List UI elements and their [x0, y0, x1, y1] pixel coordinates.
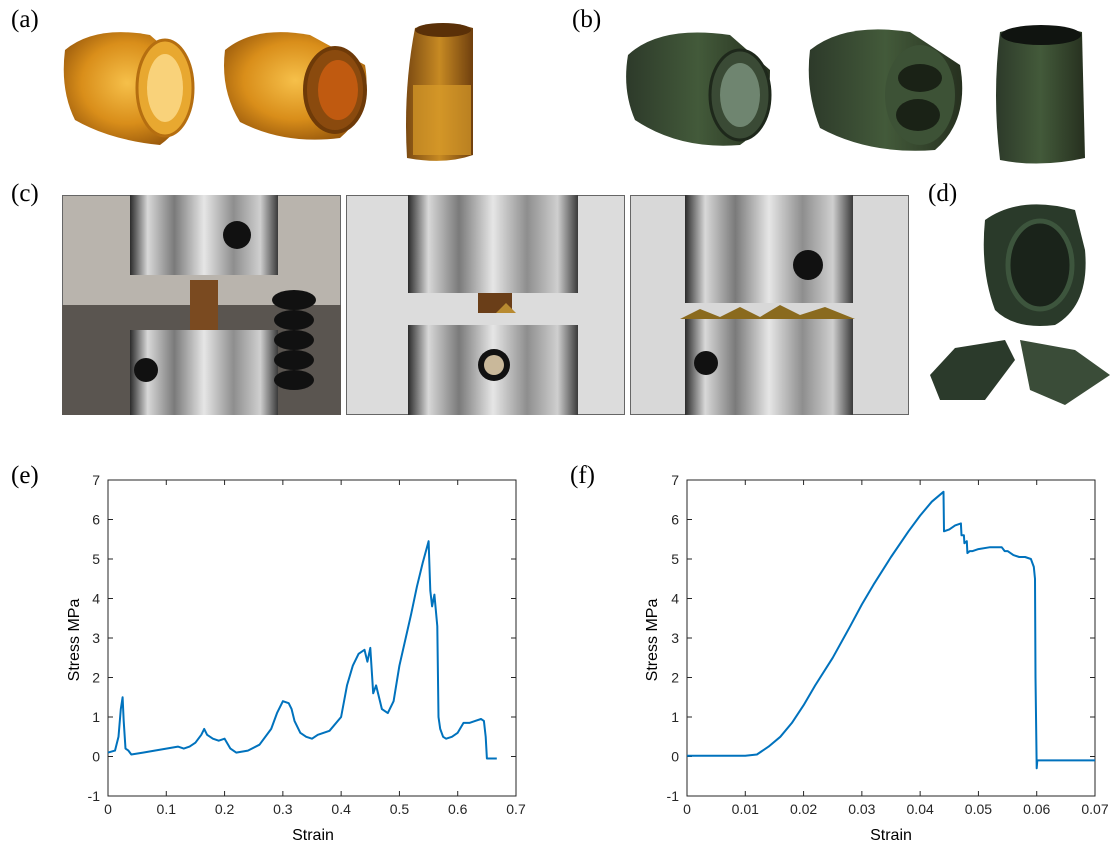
chart-f-ylabel: Stress MPa [644, 599, 661, 682]
chart-e-ylabel: Stress MPa [66, 599, 83, 682]
chart-f-xtick-label: 0.04 [907, 801, 934, 817]
chart-f-ytick-label: 4 [671, 591, 679, 607]
panel-label-c: (c) [11, 180, 39, 207]
green-specimen-3 [996, 25, 1085, 164]
chart-e-ytick-label: -1 [88, 788, 101, 804]
chart-f-ytick-label: 1 [671, 709, 679, 725]
chart-e-ytick-label: 4 [92, 591, 100, 607]
chart-f-xtick-label: 0.03 [848, 801, 875, 817]
chart-e-xtick-label: 0.2 [215, 801, 235, 817]
panel-label-a: (a) [11, 6, 39, 33]
panel-label-d: (d) [928, 180, 958, 207]
amber-specimen-1 [63, 32, 195, 146]
chart-e-xtick-label: 0 [104, 801, 112, 817]
chart-e-ytick-label: 2 [92, 670, 100, 686]
green-specimen-1 [626, 32, 772, 146]
chart-e-ytick-label: 7 [92, 472, 100, 488]
chart-f-xtick-label: 0.05 [965, 801, 992, 817]
chart-f-ytick-label: -1 [667, 788, 680, 804]
chart-e-ytick-label: 5 [92, 551, 100, 567]
chart-f-xlabel: Strain [870, 827, 912, 843]
chart-f: 0 0.01 0.02 0.03 0.04 0.05 0.06 0.07-101234567 … [644, 472, 1109, 843]
fractured-specimen-photo [930, 204, 1110, 405]
chart-e-xtick-label: 0.4 [331, 801, 351, 817]
panel-label-f: (f) [570, 462, 595, 489]
chart-f-ytick-label: 3 [671, 630, 679, 646]
compression-test-photo-3 [630, 195, 909, 415]
green-specimen-2 [808, 29, 963, 151]
chart-f-ytick-label: 7 [671, 472, 679, 488]
chart-e-xlabel: Strain [292, 827, 334, 843]
amber-specimen-3 [406, 23, 473, 161]
chart-f-xtick-label: 0 [683, 801, 691, 817]
chart-e-xtick-label: 0.7 [506, 801, 526, 817]
chart-e-xtick-label: 0.1 [157, 801, 177, 817]
chart-f-ytick-label: 2 [671, 670, 679, 686]
chart-f-xtick-label: 0.02 [790, 801, 817, 817]
chart-f-xtick-label: 0.06 [1023, 801, 1050, 817]
compression-test-photo-1 [62, 195, 341, 415]
panel-label-b: (b) [572, 6, 602, 33]
chart-e-xtick-label: 0.6 [448, 801, 468, 817]
chart-e-ytick-label: 0 [92, 749, 100, 765]
panel-label-e: (e) [11, 462, 39, 489]
chart-e-series-line [107, 540, 497, 760]
amber-specimen-2 [224, 32, 367, 140]
chart-f-ytick-label: 5 [671, 551, 679, 567]
chart-e-ytick-label: 6 [92, 512, 100, 528]
chart-e-ytick-label: 3 [92, 630, 100, 646]
chart-f-axes-box [686, 479, 1096, 797]
green-specimens-photo [626, 25, 1085, 164]
chart-e-ytick-label: 1 [92, 709, 100, 725]
chart-f-ytick-label: 0 [671, 749, 679, 765]
chart-f-xtick-label: 0.07 [1081, 801, 1108, 817]
chart-f-ytick-label: 6 [671, 512, 679, 528]
compression-test-photo-2 [346, 195, 625, 415]
chart-f-xtick-label: 0.01 [732, 801, 759, 817]
amber-specimens-photo [63, 23, 473, 161]
chart-e-xtick-label: 0.3 [273, 801, 293, 817]
chart-f-series-line [687, 490, 1095, 770]
chart-e-xtick-label: 0.5 [390, 801, 410, 817]
